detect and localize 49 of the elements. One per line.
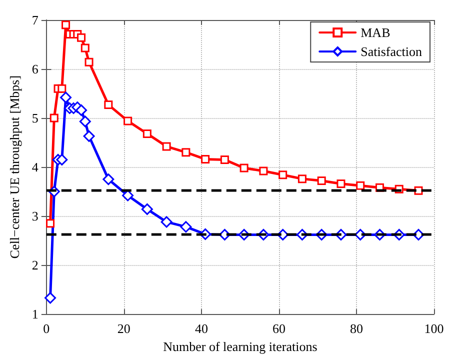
y-tick-label: 3	[32, 208, 38, 224]
point	[336, 179, 346, 188]
y-tick-label: 6	[32, 62, 39, 77]
point	[104, 100, 113, 110]
y-tick-label: 1	[32, 306, 38, 322]
point	[317, 176, 326, 186]
point	[278, 170, 288, 180]
point	[44, 292, 56, 304]
point	[84, 58, 94, 66]
x-tick-label: 0	[43, 321, 50, 336]
point	[60, 92, 72, 104]
x-tick-label: 60	[272, 321, 286, 336]
y-axis-title: Cell−center UE throughput [Mbps]	[7, 75, 22, 259]
point	[182, 148, 190, 157]
legend-label: MAB	[360, 25, 391, 40]
point	[162, 142, 171, 151]
y-tick-label: 4	[32, 160, 39, 175]
point	[122, 190, 134, 202]
point	[259, 166, 268, 176]
point	[79, 116, 91, 128]
point	[142, 129, 152, 138]
point	[298, 174, 306, 184]
point	[76, 104, 88, 116]
y-tick-label: 5	[32, 110, 38, 126]
point	[83, 130, 95, 142]
legend-label: Satisfaction	[360, 44, 422, 59]
point	[50, 114, 58, 122]
x-axis-title: Number of learning iterations	[163, 339, 318, 354]
point	[201, 154, 210, 164]
x-tick-label: 40	[194, 321, 208, 336]
x-tick-label: 80	[350, 321, 363, 336]
x-tick-label: 20	[117, 321, 130, 336]
point	[102, 174, 114, 186]
point	[124, 116, 132, 126]
point	[58, 84, 66, 93]
point	[356, 181, 365, 190]
point	[240, 164, 248, 172]
point	[160, 216, 172, 228]
point	[77, 33, 86, 42]
x-tick-label: 100	[424, 321, 444, 336]
point	[141, 203, 153, 215]
y-tick-label: 7	[32, 12, 39, 28]
point	[62, 20, 70, 30]
point	[80, 44, 90, 52]
y-tick-label: 2	[32, 258, 38, 273]
point	[56, 154, 68, 166]
point	[220, 155, 229, 164]
point	[180, 221, 192, 233]
point	[46, 219, 55, 228]
